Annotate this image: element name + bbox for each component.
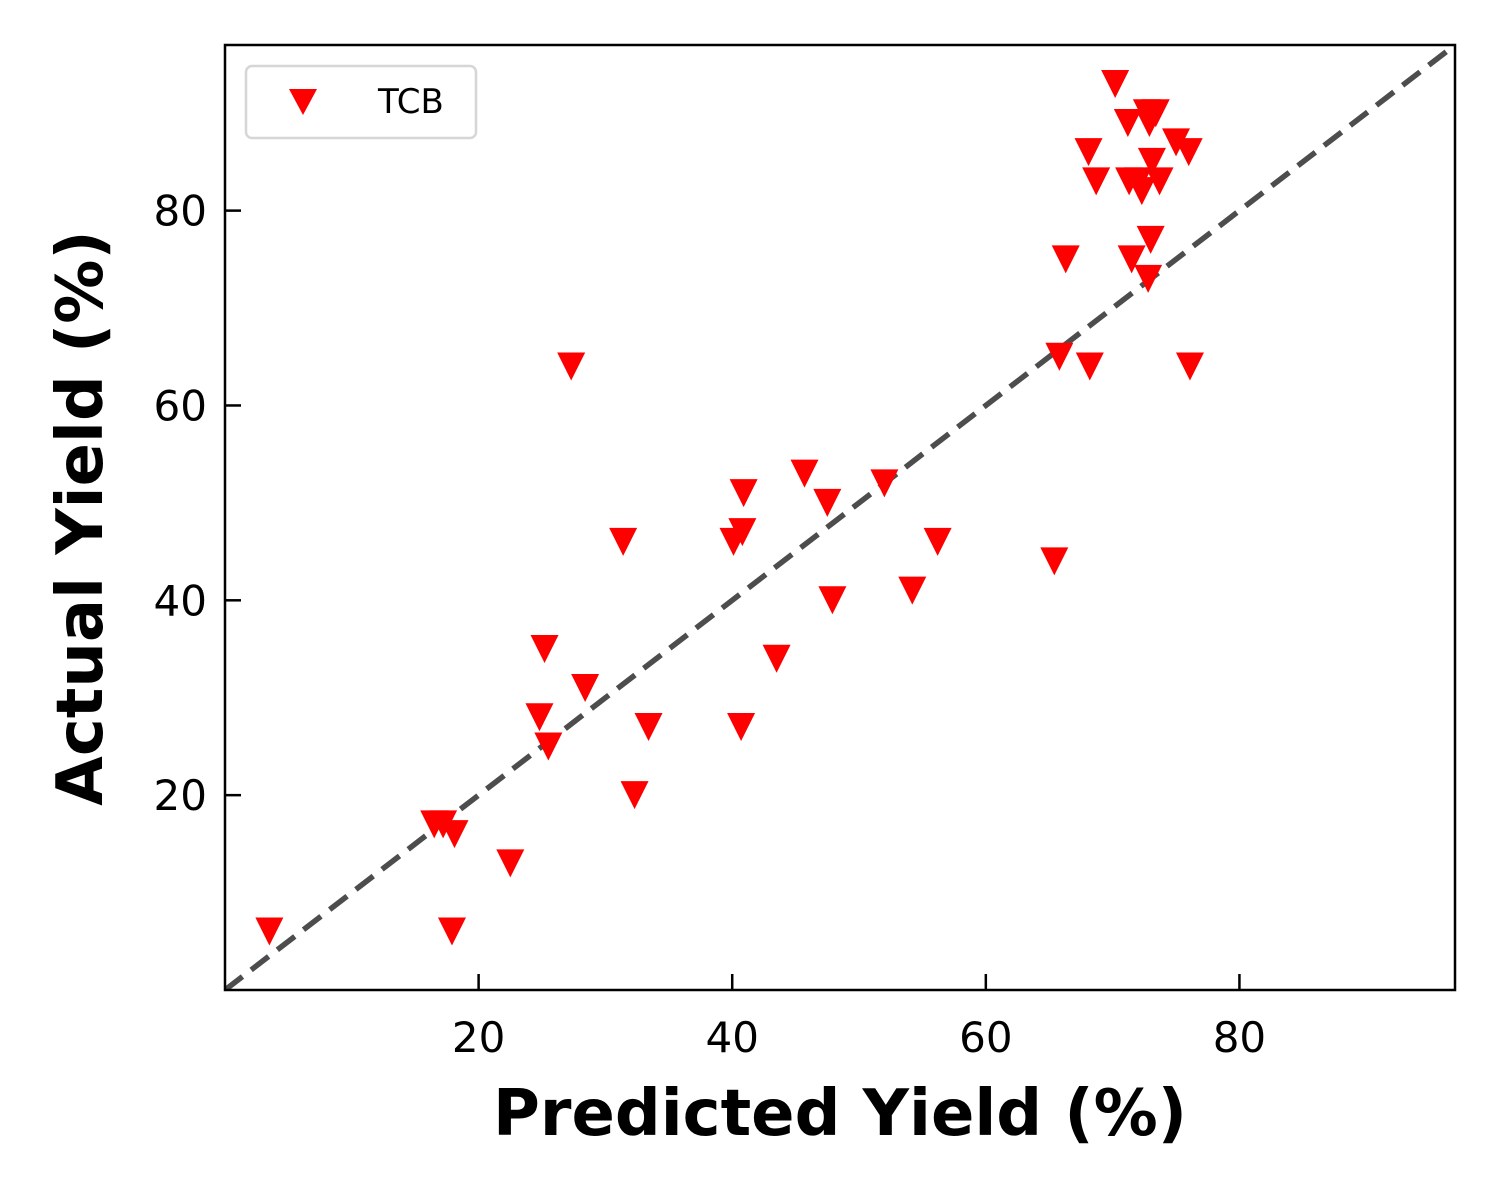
data-point xyxy=(620,781,649,810)
data-point xyxy=(1113,108,1142,137)
data-point xyxy=(1175,352,1204,381)
data-point xyxy=(530,635,559,664)
data-point xyxy=(1117,245,1146,274)
data-point xyxy=(525,703,554,732)
plot-frame xyxy=(223,43,1457,992)
data-point xyxy=(870,469,899,498)
legend: TCB xyxy=(244,64,478,140)
data-point xyxy=(496,849,525,878)
data-point xyxy=(1045,342,1074,371)
legend-marker xyxy=(289,89,317,115)
data-point xyxy=(923,527,952,556)
data-point xyxy=(762,644,791,673)
x-tick-label: 80 xyxy=(1213,1013,1266,1062)
data-point xyxy=(1051,245,1080,274)
data-point xyxy=(1074,138,1103,167)
y-tick-label: 80 xyxy=(154,187,207,236)
data-point xyxy=(255,917,284,946)
data-point xyxy=(1134,264,1163,293)
data-point xyxy=(1040,547,1069,576)
data-point xyxy=(1127,177,1156,206)
x-tick-label: 20 xyxy=(452,1013,505,1062)
data-point xyxy=(818,586,847,615)
y-tick-label: 20 xyxy=(154,771,207,820)
data-point xyxy=(728,518,757,547)
data-point xyxy=(634,712,663,741)
legend-box xyxy=(244,64,478,140)
data-point xyxy=(1174,138,1203,167)
y-tick-label: 60 xyxy=(154,381,207,430)
data-point xyxy=(1162,128,1191,157)
data-point xyxy=(1145,167,1174,196)
data-point xyxy=(1082,167,1111,196)
data-point xyxy=(1136,225,1165,254)
data-point xyxy=(571,673,600,702)
x-tick-label: 60 xyxy=(959,1013,1012,1062)
data-point xyxy=(813,488,842,517)
data-point xyxy=(440,820,469,849)
data-point xyxy=(1137,147,1166,176)
data-point xyxy=(729,479,758,508)
x-tick-label: 40 xyxy=(705,1013,758,1062)
data-point xyxy=(1075,352,1104,381)
legend-label: TCB xyxy=(377,82,444,122)
data-point xyxy=(557,352,586,381)
data-point xyxy=(790,459,819,488)
data-point xyxy=(534,732,563,761)
y-axis-title: Actual Yield (%) xyxy=(44,230,118,805)
data-point xyxy=(898,576,927,605)
x-axis-title: Predicted Yield (%) xyxy=(493,1077,1187,1151)
data-point xyxy=(727,712,756,741)
data-point xyxy=(609,527,638,556)
data-point xyxy=(437,917,466,946)
data-point xyxy=(1101,69,1130,98)
reference-line-y-equals-x xyxy=(225,45,1455,990)
data-point xyxy=(1141,99,1170,128)
y-tick-label: 40 xyxy=(154,576,207,625)
